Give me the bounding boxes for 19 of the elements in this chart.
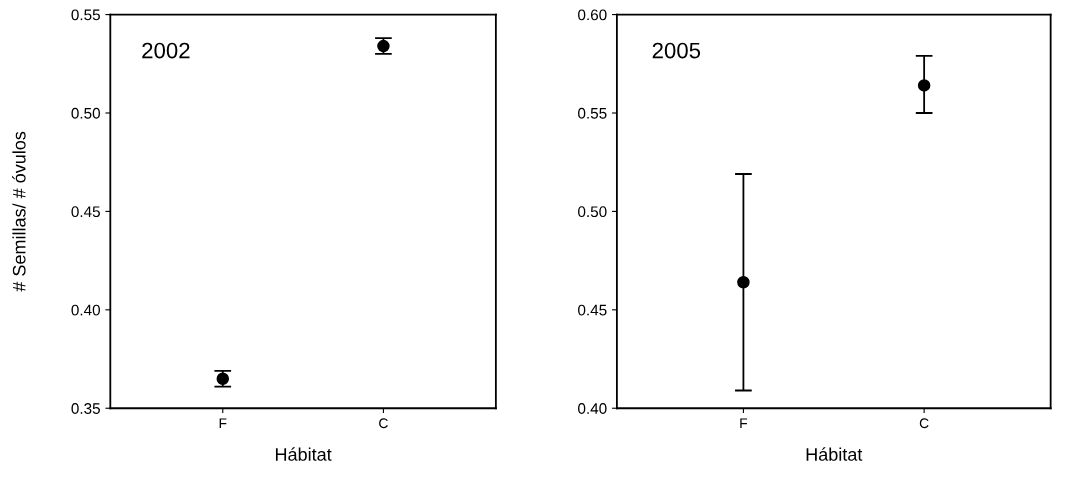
y-tick-label: 0.60 bbox=[578, 9, 607, 21]
y-tick-label: 0.35 bbox=[71, 403, 100, 414]
y-tick-label: 0.45 bbox=[578, 304, 607, 316]
y-tick-label: 0.40 bbox=[71, 304, 100, 316]
x-tick-label: C bbox=[919, 418, 929, 429]
y-axis-title: # Semillas/ # óvulos bbox=[12, 131, 26, 292]
y-tick-label: 0.40 bbox=[578, 403, 607, 414]
x-tick-label: F bbox=[740, 418, 748, 429]
annotation: 2002 bbox=[142, 42, 190, 59]
annotation: 2005 bbox=[652, 42, 701, 59]
y-tick-label: 0.45 bbox=[71, 206, 100, 218]
x-axis-title: Hábitat bbox=[275, 447, 332, 461]
x-axis-title: Hábitat bbox=[806, 447, 863, 461]
y-tick-label: 0.50 bbox=[578, 206, 607, 218]
y-tick-label: 0.50 bbox=[71, 107, 100, 119]
y-tick-label: 0.55 bbox=[71, 9, 100, 21]
x-tick-label: C bbox=[379, 418, 388, 429]
x-tick-label: F bbox=[219, 418, 227, 429]
y-tick-label: 0.55 bbox=[578, 107, 607, 119]
